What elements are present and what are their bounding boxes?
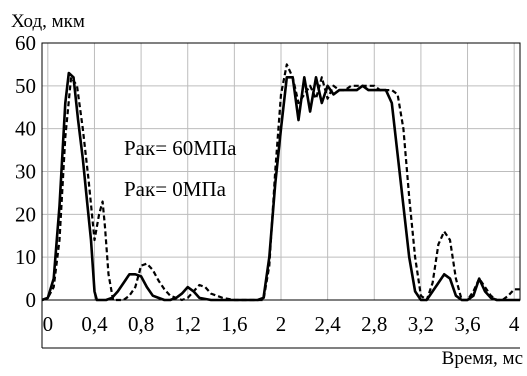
x-axis-title: Время, мс — [442, 348, 523, 369]
x-tick-label-10: 4 — [509, 312, 520, 336]
series-line-1 — [41, 63, 520, 302]
plot-frame — [41, 42, 521, 301]
y-tick-label-1: 10 — [15, 245, 36, 269]
x-tick-label-9: 3,6 — [454, 312, 480, 336]
y-axis-title: Ход, мкм — [11, 11, 85, 32]
x-tick-label-4: 1,6 — [221, 312, 247, 336]
y-tick-label-4: 40 — [15, 117, 36, 141]
x-tick-label-2: 0,8 — [128, 312, 154, 336]
x-tick-label-3: 1,2 — [175, 312, 201, 336]
x-tick-label-0: 0 — [43, 312, 54, 336]
series-line-0 — [41, 71, 520, 302]
x-tick-label-7: 2,8 — [361, 312, 387, 336]
x-tick-label-5: 2 — [276, 312, 287, 336]
y-tick-label-0: 0 — [26, 288, 37, 312]
y-tick-label-2: 20 — [15, 202, 36, 226]
x-tick-label-6: 2,4 — [315, 312, 342, 336]
y-tick-label-3: 30 — [15, 160, 36, 184]
annotation-high-pressure: Рак= 60МПа — [124, 136, 237, 160]
y-tick-label-5: 50 — [15, 74, 36, 98]
x-tick-label-1: 0,4 — [81, 312, 108, 336]
x-tick-label-8: 3,2 — [408, 312, 434, 336]
annotation-zero-pressure: Рак= 0МПа — [124, 177, 227, 201]
y-tick-label-6: 60 — [15, 31, 36, 55]
